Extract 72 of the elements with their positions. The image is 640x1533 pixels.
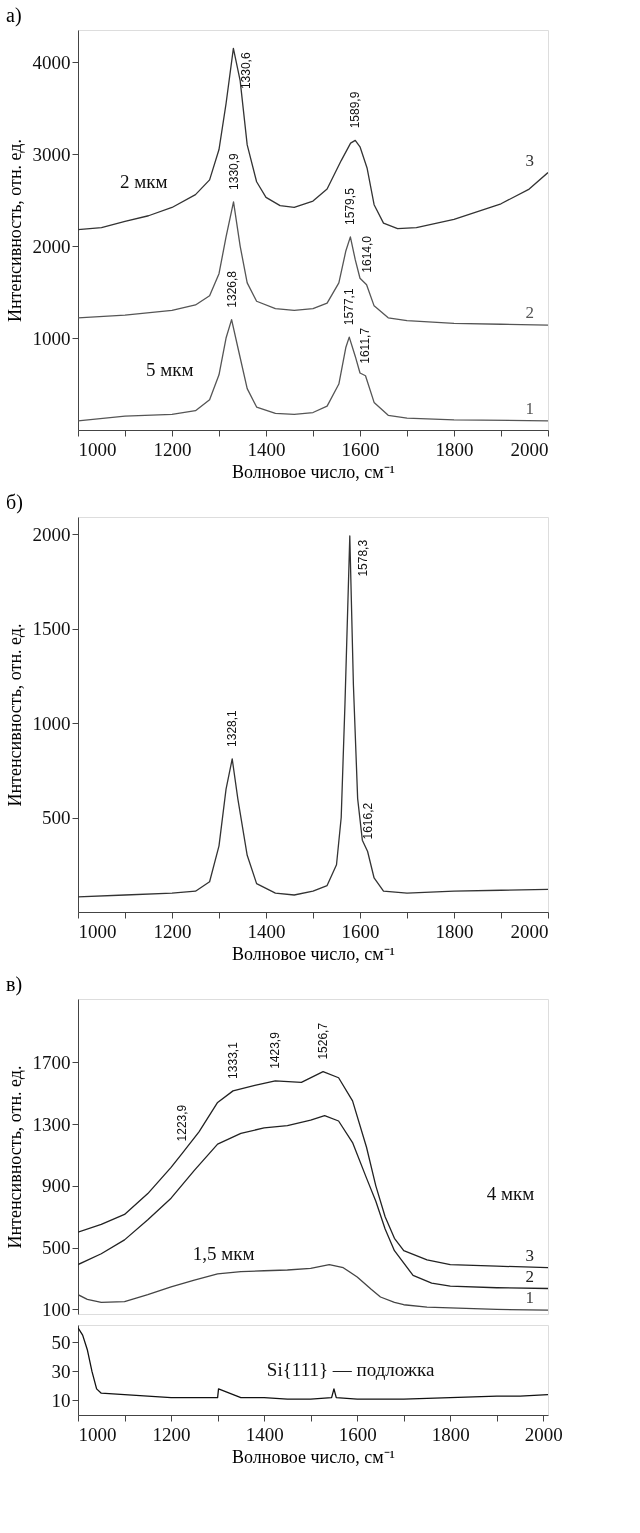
annotation: Si{111} — подложка [266,1359,435,1380]
annotation: 1579,5 [343,187,358,225]
x-tick-label: 1200 [152,1423,191,1445]
chart-title: а) [6,4,22,27]
x-axis-title: Волновое число, см⁻¹ [232,461,395,482]
y-axis-title: Интенсивность, отн. ед. [4,623,25,807]
x-tick-label: 1200 [153,438,192,460]
x-axis-title: Волновое число, см⁻¹ [232,943,395,964]
y-tick-label: 10 [51,1389,71,1411]
chart-title: в) [6,973,23,996]
x-tick-label: 1800 [435,920,474,942]
annotation: 2 мкм [120,171,168,192]
series-label: 3 [525,150,534,170]
annotation: 1577,1 [342,288,357,326]
annotation: 4 мкм [486,1183,535,1205]
x-tick-label: 1000 [78,1423,117,1445]
series-label: 2 [525,1266,534,1286]
y-axis-title: Интенсивность, отн. ед. [4,138,25,323]
y-tick-label: 1300 [32,1113,71,1135]
annotation: 1616,2 [360,802,375,840]
y-tick-label: 2000 [32,235,71,257]
y-tick-label: 100 [42,1298,71,1320]
x-tick-label: 1800 [431,1423,470,1445]
x-tick-label: 1800 [435,438,474,460]
annotation: 1423,9 [268,1031,283,1069]
line-series [78,1327,548,1400]
annotation: 1578,3 [355,539,370,577]
x-tick-label: 2000 [524,1423,563,1445]
x-axis-title: Волновое число, см⁻¹ [232,1446,395,1467]
annotation: 1,5 мкм [192,1243,255,1265]
x-tick-label: 1200 [153,920,192,942]
y-tick-label: 1700 [32,1051,71,1073]
series-label: 3 [525,1245,534,1265]
x-tick-label: 1400 [247,438,286,460]
annotation: 1333,1 [226,1041,241,1079]
series-label: 2 [525,303,534,323]
y-tick-label: 500 [42,807,71,828]
annotation: 1589,9 [348,91,363,129]
y-tick-label: 50 [51,1331,71,1353]
annotation: 5 мкм [145,359,194,380]
annotation: 1330,9 [226,152,241,190]
y-tick-label: 3000 [32,143,71,165]
x-tick-label: 1600 [341,920,380,942]
annotation: 1526,7 [316,1022,331,1060]
line-series [78,47,548,231]
x-tick-label: 1400 [245,1423,284,1445]
x-tick-label: 2000 [510,438,549,460]
x-tick-label: 2000 [510,920,549,942]
y-tick-label: 30 [51,1360,71,1382]
y-tick-label: 500 [42,1237,71,1259]
annotation: 1223,9 [175,1104,190,1142]
series-label: 1 [525,1288,534,1308]
y-tick-label: 1000 [32,327,71,349]
series-label: 1 [525,398,534,418]
annotation: 1326,8 [224,270,239,308]
annotation: 1328,1 [225,709,240,747]
chart-title: б) [6,491,23,514]
x-tick-label: 1000 [78,438,117,460]
annotation: 1330,6 [239,52,254,90]
x-tick-label: 1600 [338,1423,377,1445]
y-tick-label: 2000 [32,523,71,545]
x-tick-label: 1000 [78,920,117,942]
annotation: 1614,0 [359,235,374,273]
line-series [78,535,548,898]
y-tick-label: 1000 [32,712,71,734]
x-tick-label: 1400 [247,920,286,942]
y-axis-title: Интенсивность, отн. ед. [4,1065,25,1249]
x-tick-label: 1600 [341,438,380,460]
y-tick-label: 4000 [32,51,71,73]
y-tick-label: 1500 [32,618,71,640]
annotation: 1611,7 [358,327,373,364]
y-tick-label: 900 [42,1175,71,1197]
